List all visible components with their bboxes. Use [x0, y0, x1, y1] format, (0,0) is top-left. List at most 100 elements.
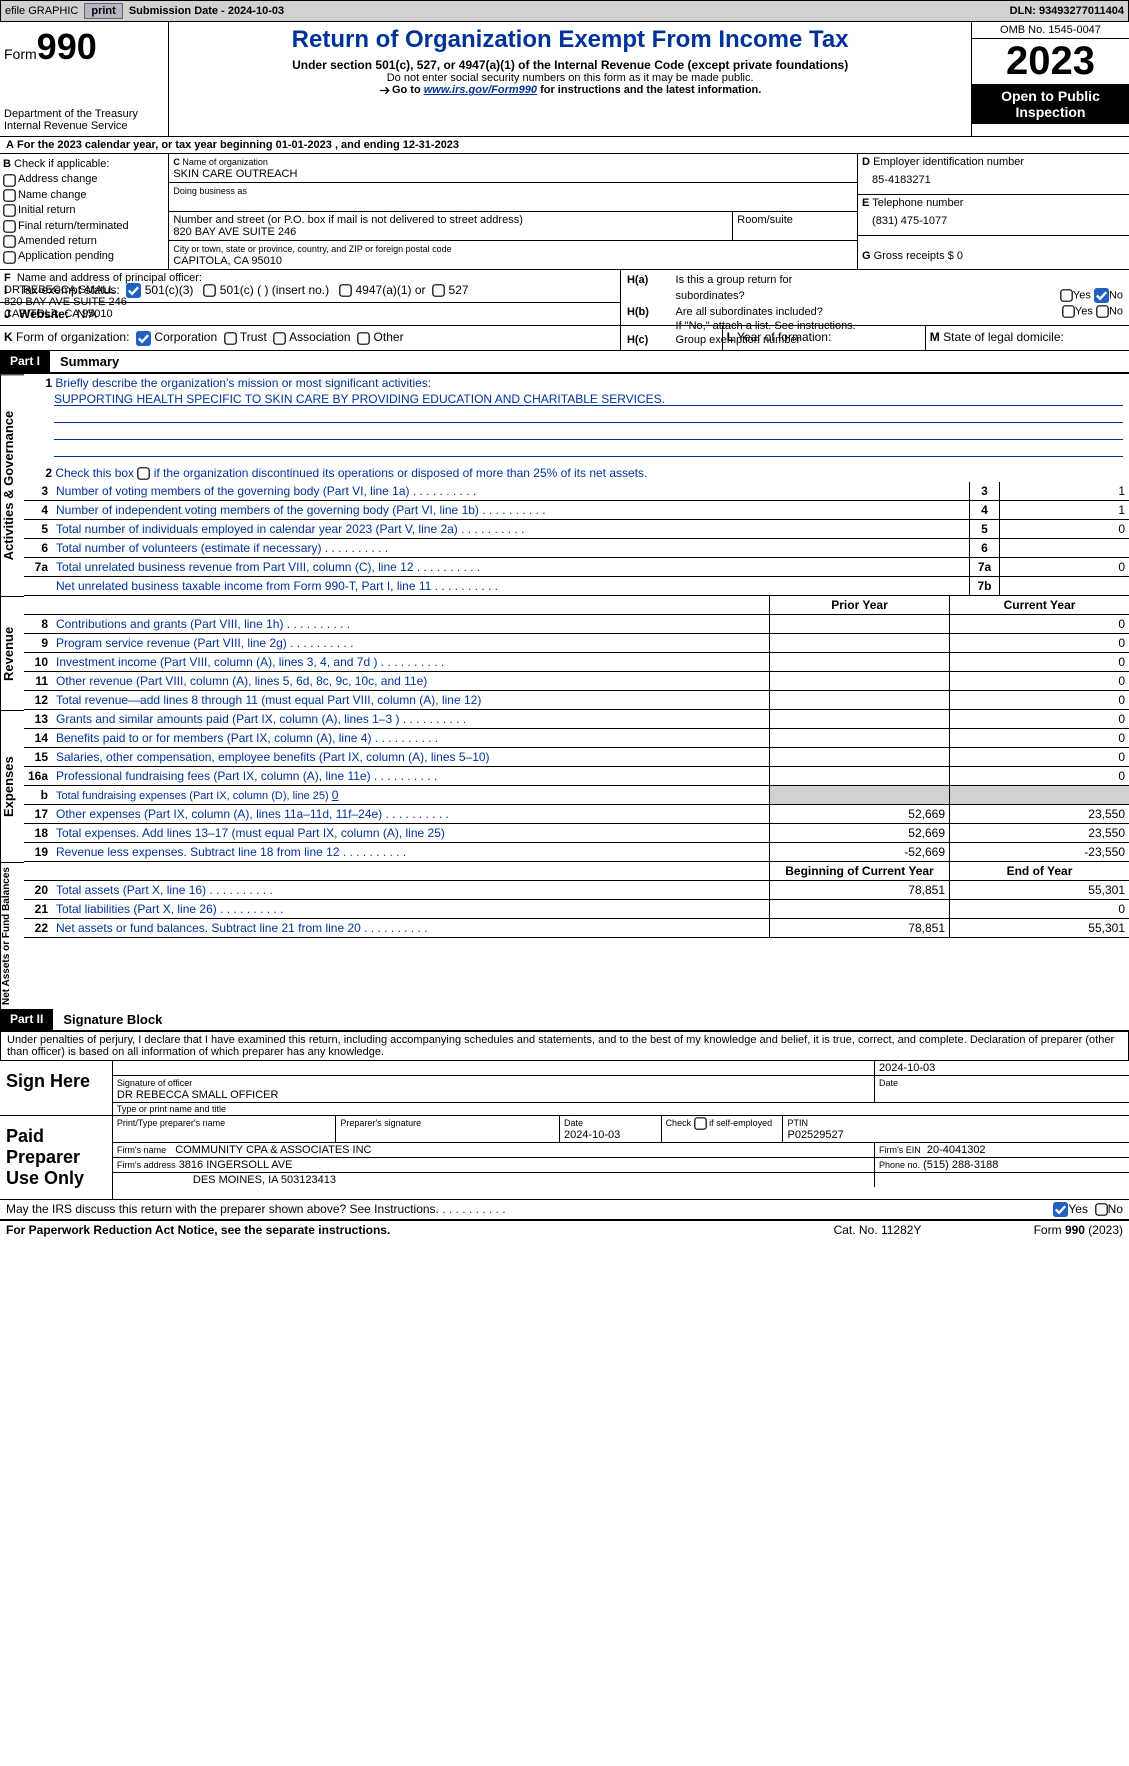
section-bcd: B Check if applicable: Address change Na… [0, 154, 1129, 270]
checkbox-checked-icon[interactable] [1094, 288, 1109, 303]
print-button[interactable]: print [84, 3, 122, 19]
col-d: D Employer identification number85-41832… [858, 154, 1129, 269]
open-inspection: Open to PublicInspection [972, 84, 1129, 124]
section-expenses: Expenses 13Grants and similar amounts pa… [0, 710, 1129, 862]
section-revenue: Revenue Prior YearCurrent Year 8Contribu… [0, 596, 1129, 710]
checkbox-icon[interactable] [432, 284, 445, 297]
line7b-val [999, 577, 1129, 595]
col-c: C Name of organizationSKIN CARE OUTREACH… [169, 154, 858, 269]
header-center: Return of Organization Exempt From Incom… [169, 22, 971, 136]
firm-ein: 20-4041302 [927, 1144, 986, 1156]
street: 820 BAY AVE SUITE 246 [173, 226, 296, 238]
dln: DLN: 93493277011404 [1010, 5, 1124, 17]
checkbox-icon[interactable] [357, 332, 370, 345]
firm-addr: 3816 INGERSOLL AVE [179, 1159, 293, 1171]
checkbox-icon[interactable] [3, 251, 16, 264]
gross-receipts: 0 [957, 250, 963, 262]
prior-year-header: Prior Year [769, 596, 949, 614]
line2: Check this box if the organization disco… [55, 466, 647, 480]
dba-label: Doing business as [173, 186, 247, 196]
line6-val [999, 539, 1129, 557]
line3-val: 1 [999, 482, 1129, 500]
city: CAPITOLA, CA 95010 [173, 255, 282, 267]
line14: Benefits paid to or for members (Part IX… [52, 729, 769, 747]
header-right: OMB No. 1545-0047 2023 Open to PublicIns… [971, 22, 1129, 136]
line20: Total assets (Part X, line 16) [52, 881, 769, 899]
checkbox-icon[interactable] [1062, 305, 1075, 318]
mission-blank[interactable] [54, 443, 1123, 457]
ptin: P02529527 [787, 1129, 843, 1141]
declaration: Under penalties of perjury, I declare th… [0, 1032, 1129, 1061]
checkbox-icon[interactable] [137, 467, 150, 480]
firm-addr2: DES MOINES, IA 503123413 [113, 1173, 875, 1187]
line17: Other expenses (Part IX, column (A), lin… [52, 805, 769, 823]
submission-date: Submission Date - 2024-10-03 [129, 5, 284, 17]
row-i: I Tax-exempt status: 501(c)(3) 501(c) ( … [0, 279, 621, 303]
section-net-assets: Net Assets or Fund Balances Beginning of… [0, 862, 1129, 1009]
line7b: Net unrelated business taxable income fr… [52, 577, 969, 595]
line16a: Professional fundraising fees (Part IX, … [52, 767, 769, 785]
checkbox-icon[interactable] [273, 332, 286, 345]
line18: Total expenses. Add lines 13–17 (must eq… [52, 824, 769, 842]
line15: Salaries, other compensation, employee b… [52, 748, 769, 766]
form-header: Form990 Department of the Treasury Inter… [0, 22, 1129, 137]
page-footer: For Paperwork Reduction Act Notice, see … [0, 1221, 1129, 1239]
checkbox-checked-icon[interactable] [126, 283, 141, 298]
mission-blank[interactable] [54, 409, 1123, 423]
checkbox-icon[interactable] [339, 284, 352, 297]
vtab-expenses: Expenses [0, 710, 24, 862]
checkbox-icon[interactable] [3, 220, 16, 233]
dept-treasury: Department of the Treasury [4, 108, 164, 120]
part2-header: Part II Signature Block [0, 1009, 1129, 1032]
pra-notice: For Paperwork Reduction Act Notice, see … [6, 1223, 834, 1237]
irs-link[interactable]: www.irs.gov/Form990 [424, 84, 537, 96]
firm-name: COMMUNITY CPA & ASSOCIATES INC [175, 1144, 371, 1156]
line8: Contributions and grants (Part VIII, lin… [52, 615, 769, 633]
arrow-icon [379, 84, 392, 97]
line19: Revenue less expenses. Subtract line 18 … [52, 843, 769, 861]
officer-sig: DR REBECCA SMALL OFFICER [117, 1089, 279, 1101]
line11: Other revenue (Part VIII, column (A), li… [52, 672, 769, 690]
eoy-header: End of Year [949, 862, 1129, 880]
firm-phone: (515) 288-3188 [923, 1159, 998, 1171]
line22: Net assets or fund balances. Subtract li… [52, 919, 769, 937]
org-name: SKIN CARE OUTREACH [173, 168, 297, 180]
checkbox-icon[interactable] [1095, 1203, 1108, 1216]
line5-val: 0 [999, 520, 1129, 538]
checkbox-icon[interactable] [3, 189, 16, 202]
header-left: Form990 Department of the Treasury Inter… [0, 22, 169, 136]
checkbox-checked-icon[interactable] [1053, 1202, 1068, 1217]
line4-val: 1 [999, 501, 1129, 519]
cat-no: Cat. No. 11282Y [834, 1223, 1034, 1237]
checkbox-icon[interactable] [224, 332, 237, 345]
checkbox-checked-icon[interactable] [136, 331, 151, 346]
form-title: Return of Organization Exempt From Incom… [173, 26, 967, 54]
line13: Grants and similar amounts paid (Part IX… [52, 710, 769, 728]
boy-header: Beginning of Current Year [769, 862, 949, 880]
paid-preparer-row: Paid Preparer Use Only Print/Type prepar… [0, 1116, 1129, 1200]
irs: Internal Revenue Service [4, 120, 164, 132]
line12: Total revenue—add lines 8 through 11 (mu… [52, 691, 769, 709]
checkbox-icon[interactable] [694, 1117, 707, 1130]
checkbox-icon[interactable] [1096, 305, 1109, 318]
vtab-net: Net Assets or Fund Balances [0, 862, 24, 1009]
checkbox-icon[interactable] [3, 174, 16, 187]
checkbox-icon[interactable] [203, 284, 216, 297]
line6: Total number of volunteers (estimate if … [52, 539, 969, 557]
goto-post: for instructions and the latest informat… [537, 84, 761, 96]
efile-label: efile GRAPHIC [5, 5, 78, 17]
checkbox-icon[interactable] [1060, 289, 1073, 302]
line5: Total number of individuals employed in … [52, 520, 969, 538]
row-klm: K Form of organization: Corporation Trus… [0, 326, 1129, 350]
checkbox-icon[interactable] [3, 235, 16, 248]
ssn-warning: Do not enter social security numbers on … [173, 72, 967, 84]
sign-here-label: Sign Here [0, 1061, 113, 1115]
line3: Number of voting members of the governin… [52, 482, 969, 500]
checkbox-icon[interactable] [3, 204, 16, 217]
tax-year: 2023 [972, 39, 1129, 84]
website: N/A [73, 303, 101, 325]
mission-blank[interactable] [54, 426, 1123, 440]
line1-label: Briefly describe the organization's miss… [55, 376, 431, 390]
line7a-val: 0 [999, 558, 1129, 576]
form-subtitle: Under section 501(c), 527, or 4947(a)(1)… [173, 58, 967, 72]
